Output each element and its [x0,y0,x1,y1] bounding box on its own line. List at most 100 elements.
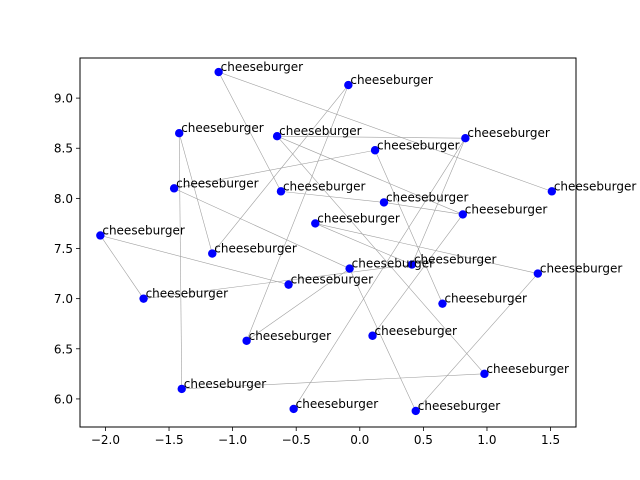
point-label: cheeseburger [214,242,297,256]
point-label: cheeseburger [221,60,304,74]
graph-edge [280,191,384,203]
graph-edge [315,223,413,265]
point-label: cheeseburger [386,190,469,204]
graph-edge [178,133,213,254]
graph-edge [411,138,466,265]
graph-edge [178,133,183,389]
graph-edge [181,373,485,390]
point-label: cheeseburger [414,253,497,267]
y-tick-label: 7.5 [54,242,73,256]
data-point [214,67,223,77]
y-tick-label: 7.0 [54,292,73,306]
point-label: cheeseburger [146,287,229,301]
graph-edge [293,138,466,410]
graph-edge [212,84,349,254]
point-label: cheeseburger [176,176,259,190]
data-point [411,406,420,416]
points-layer [96,67,557,416]
data-point [139,294,148,303]
x-tick-label: −0.5 [282,433,311,447]
point-label: cheeseburger [375,324,458,338]
data-point [169,184,179,193]
data-point [533,269,543,278]
graph-edge [277,135,463,215]
data-point [276,187,286,196]
point-label: cheeseburger [444,292,527,306]
point-label: cheeseburger [554,179,637,193]
point-label: cheeseburger [283,179,366,193]
graph-edge [315,223,538,274]
graph-edge [246,268,350,342]
edges-layer [100,71,552,412]
y-tick-label: 6.5 [54,342,73,356]
graph-edge [174,149,376,189]
point-label: cheeseburger [291,273,374,287]
x-tick-label: 1.0 [477,433,496,447]
point-label: cheeseburger [317,211,400,225]
point-label: cheeseburger [350,73,433,87]
graph-edge [100,235,144,299]
y-tick-label: 8.5 [54,142,73,156]
x-tick-label: −1.5 [154,433,183,447]
point-label: cheeseburger [377,138,460,152]
data-point [370,146,380,155]
point-label: cheeseburger [467,126,550,140]
graph-edge [246,84,349,341]
graph-edge [277,135,466,139]
point-label: cheeseburger [540,262,623,276]
point-label: cheeseburger [102,223,185,237]
graph-edge [372,214,464,336]
data-point [177,384,186,394]
point-label: cheeseburger [181,121,264,135]
x-tick-label: 0.0 [350,433,369,447]
data-point [379,198,389,207]
data-point [407,260,417,269]
data-point [345,264,354,273]
point-label: cheeseburger [465,202,548,216]
axes-frame [79,57,577,428]
graph-edge [383,202,463,215]
graph-edge [349,268,417,412]
point-label: cheeseburger [418,399,501,413]
graph-edge [143,264,412,299]
point-label: cheeseburger [279,124,362,138]
data-point [284,280,293,289]
y-tick-label: 6.0 [54,392,73,406]
data-point [547,187,557,196]
graph-edge [276,136,485,375]
y-axis: 6.0 6.5 7.0 7.5 8.0 8.5 9.0 [54,92,80,406]
y-tick-label: 9.0 [54,92,73,106]
data-point [242,336,251,345]
graph-edge [173,188,350,269]
graph-edge [218,71,552,192]
point-label: cheeseburger [486,362,569,376]
data-point [96,231,105,240]
graph-edge [415,273,539,412]
data-point [461,134,470,143]
point-label: cheeseburger [352,257,435,271]
point-label: cheeseburger [296,397,379,411]
data-point [344,80,353,90]
point-label: cheeseburger [184,377,267,391]
point-label: cheeseburger [249,329,332,343]
x-tick-label: 0.5 [414,433,433,447]
x-tick-label: 1.5 [541,433,560,447]
data-point [480,369,489,379]
x-axis: −2.0 −1.5 −1.0 −0.5 0.0 0.5 1.0 1.5 [91,427,560,447]
data-point [368,331,377,340]
data-point [311,219,320,228]
data-point [458,210,468,219]
data-point [175,129,184,138]
data-point [208,249,217,258]
x-tick-label: −1.0 [218,433,247,447]
data-point [289,404,298,414]
data-point [272,132,282,141]
y-tick-label: 8.0 [54,192,73,206]
x-tick-label: −2.0 [91,433,120,447]
graph-edge [218,71,282,192]
graph-edge [100,235,289,285]
data-point [438,299,447,308]
